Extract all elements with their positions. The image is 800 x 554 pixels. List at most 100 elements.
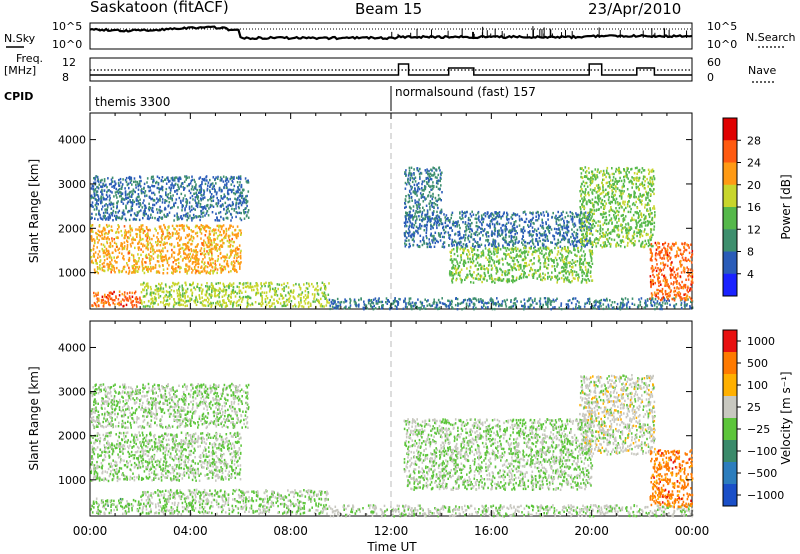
data-cell [482,234,484,237]
data-cell [480,227,482,230]
data-cell [140,225,143,228]
data-cell [307,305,310,309]
data-cell [224,195,226,198]
data-cell [411,223,414,226]
data-cell [370,305,373,308]
data-cell [198,225,201,229]
data-cell [538,300,541,303]
data-cell [215,247,218,250]
data-cell [138,210,141,213]
data-cell [132,188,135,191]
data-cell [149,291,152,294]
data-cell [424,224,427,228]
data-cell [105,247,108,251]
data-cell [148,205,151,209]
data-cell [277,287,279,291]
data-cell [104,211,107,214]
data-cell [150,288,152,291]
data-cell [146,268,148,271]
data-cell [246,301,249,305]
data-cell [453,258,455,261]
data-cell [178,180,180,183]
data-cell [255,293,257,297]
data-cell [124,191,127,194]
data-cell [168,226,170,229]
data-cell [92,188,94,191]
data-cell [278,283,281,286]
data-cell [186,272,188,275]
data-cell [112,219,114,222]
data-cell [229,224,231,227]
data-cell [135,265,137,269]
data-cell [152,291,155,294]
data-cell [145,212,147,216]
data-cell [505,215,508,218]
data-cell [128,271,131,274]
data-cell [120,244,122,247]
data-cell [405,236,408,239]
data-cell [192,213,195,217]
data-cell [185,299,188,303]
data-cell [234,192,237,196]
data-cell [142,267,144,270]
data-cell [278,297,281,301]
data-cell [464,236,467,240]
data-cell [428,303,431,307]
data-cell [244,177,247,180]
data-cell [223,231,225,235]
data-cell [123,231,126,234]
data-cell [463,299,465,302]
data-cell [96,190,98,194]
data-cell [134,268,136,272]
data-cell [238,206,240,210]
data-cell [114,248,116,251]
data-cell [121,242,124,246]
data-cell [412,304,415,308]
data-cell [533,222,535,225]
data-cell [486,223,488,226]
data-cell [545,252,547,255]
data-cell [570,251,573,254]
data-cell [176,258,179,261]
data-cell [185,203,188,206]
data-cell [327,293,330,296]
nave-tick-top: 60 [707,56,721,69]
data-cell [102,243,105,247]
data-cell [120,242,123,245]
data-cell [423,307,425,310]
data-cell [512,236,515,239]
data-cell [194,261,197,264]
data-cell [317,299,320,302]
data-cell [297,295,299,298]
data-cell [273,302,275,305]
data-cell [199,271,201,275]
data-cell [547,298,549,302]
data-cell [173,227,175,230]
data-cell [490,212,492,216]
data-cell [197,201,200,205]
data-cell [203,206,206,209]
data-cell [202,258,204,261]
data-cell [166,249,169,253]
data-cell [220,195,222,198]
data-cell [117,211,119,214]
data-cell [189,259,192,262]
freq-trace [90,63,692,76]
data-cell [556,217,559,221]
data-cell [192,198,194,201]
data-cell [126,196,129,200]
data-cell [117,255,119,258]
data-cell [475,264,477,267]
data-cell [480,214,483,217]
data-cell [508,218,510,221]
data-cell [545,302,547,305]
data-cell [188,238,191,242]
data-cell [238,229,241,232]
data-cell [106,225,109,228]
data-cell [182,303,184,307]
data-cell [553,265,556,268]
data-cell [117,236,119,239]
data-cell [111,211,114,215]
data-cell [227,207,229,210]
data-cell [621,297,623,301]
